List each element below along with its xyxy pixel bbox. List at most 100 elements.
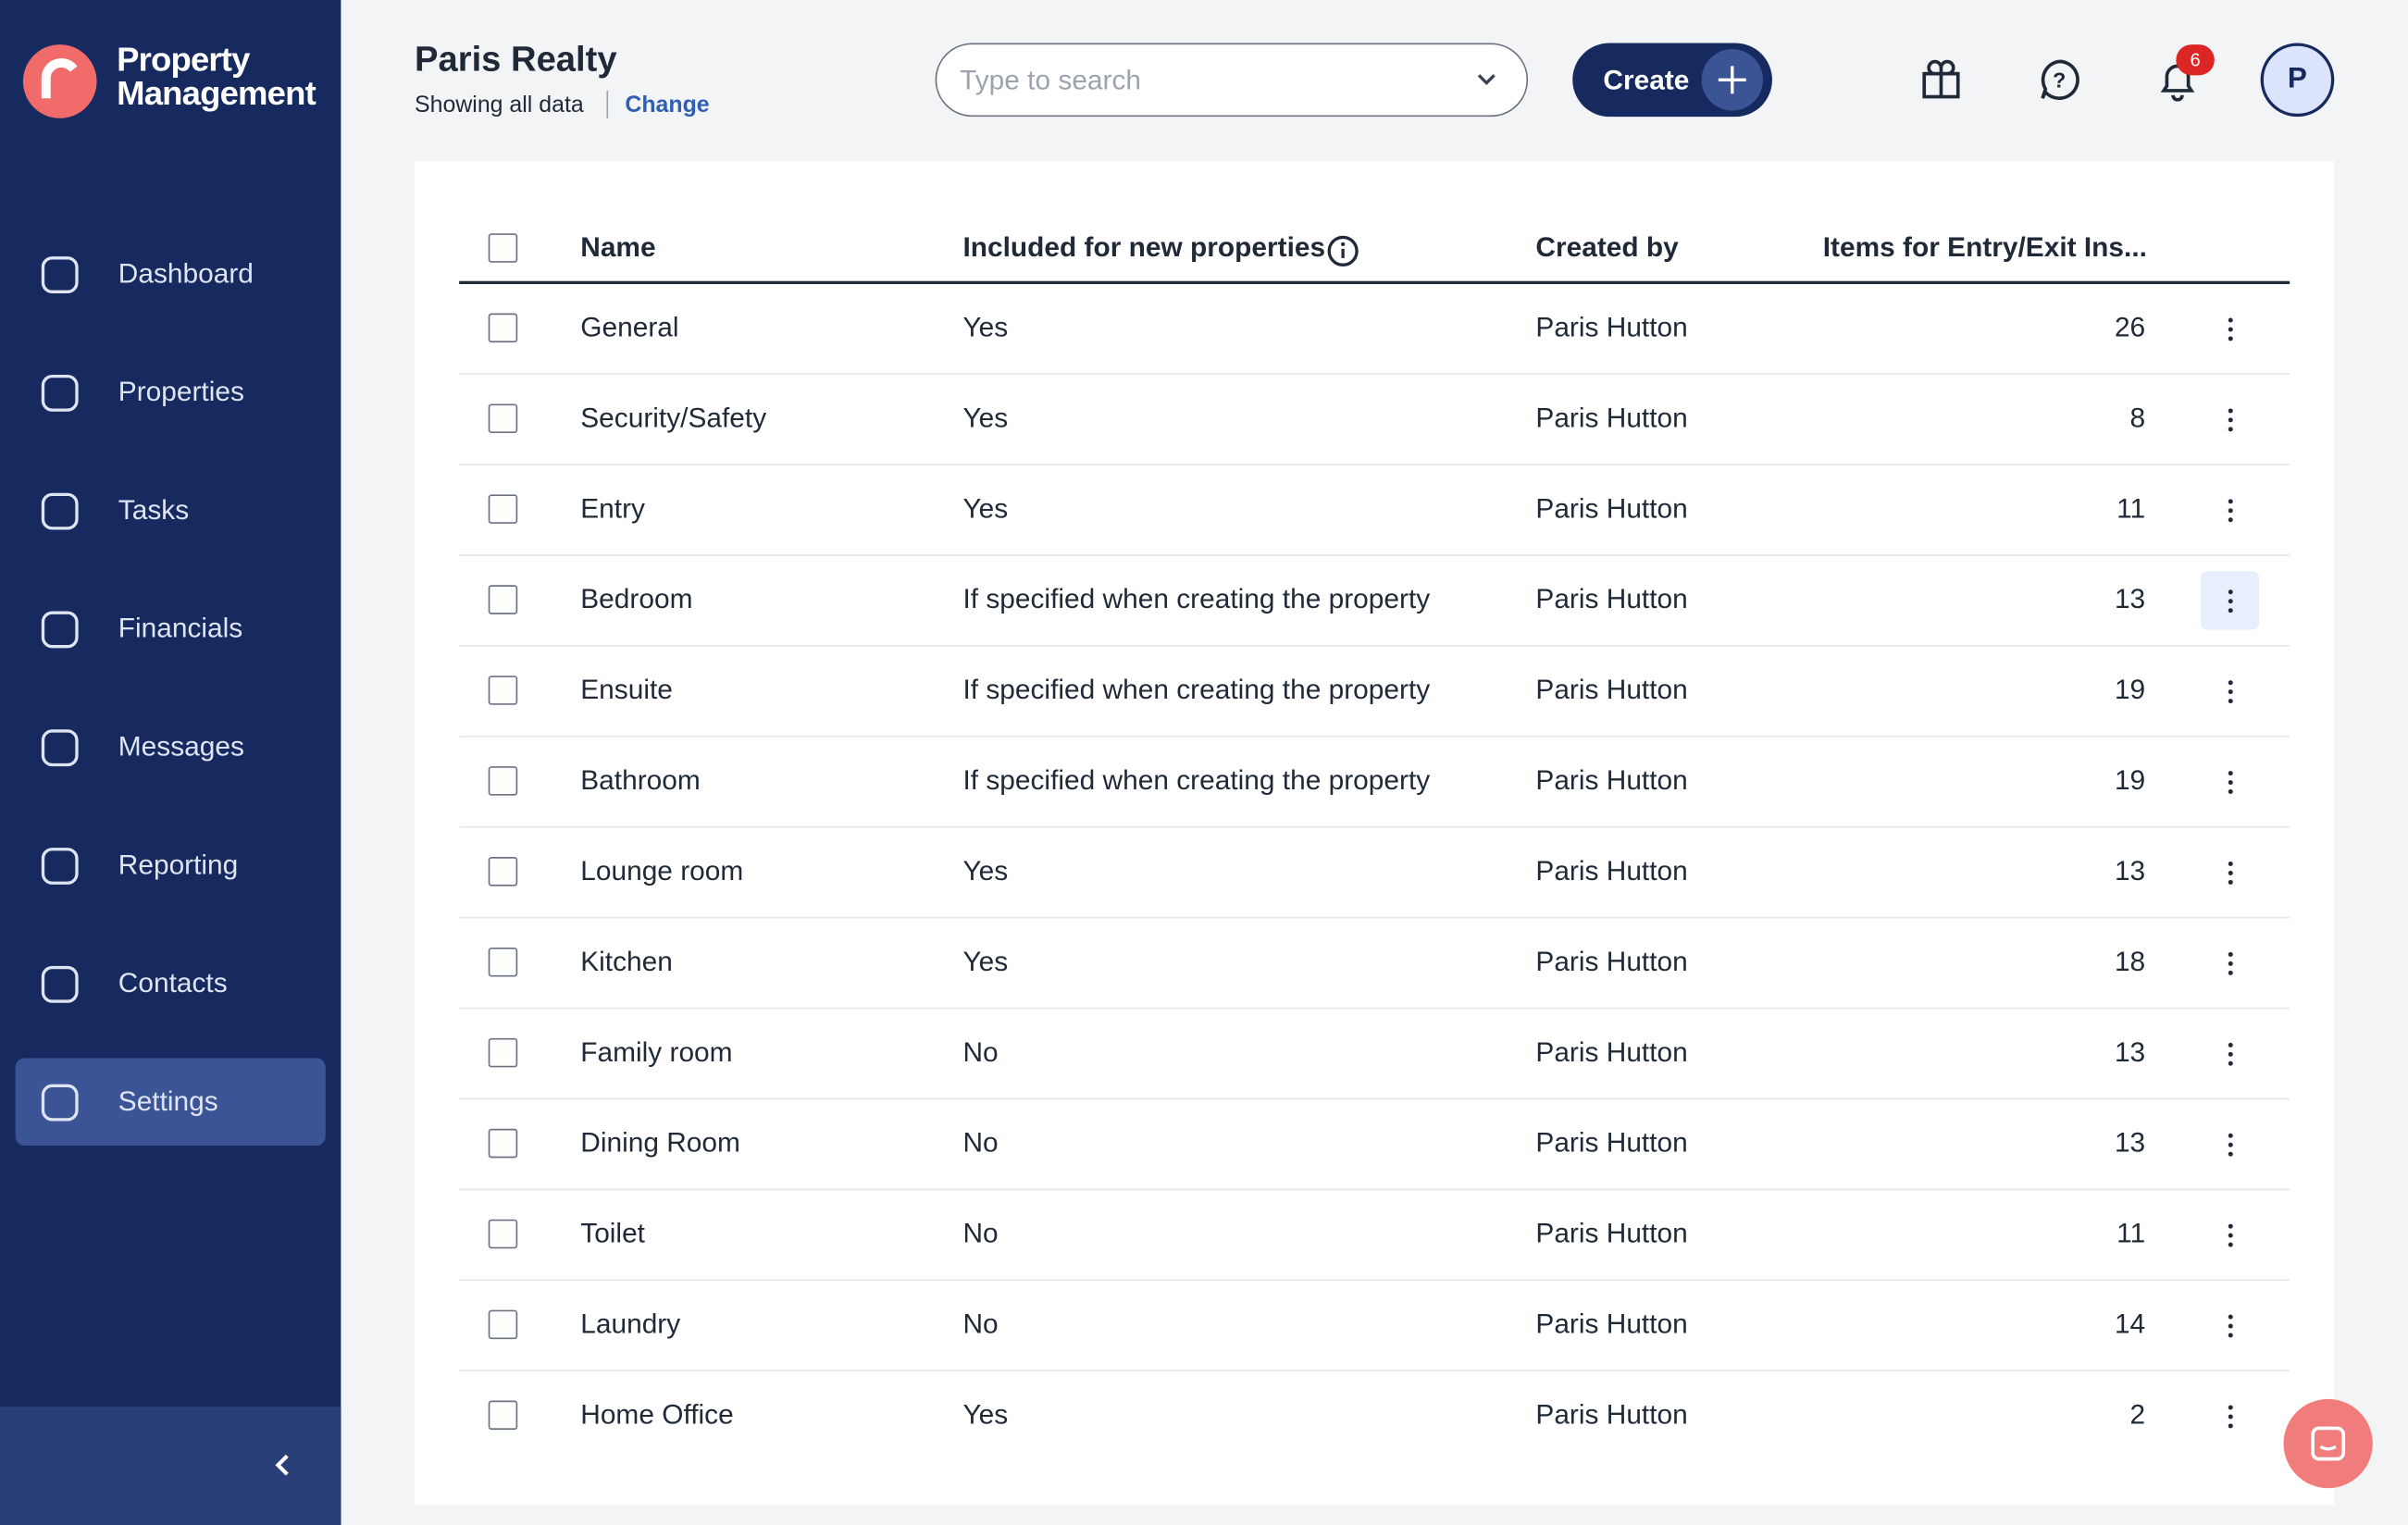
row-separator	[459, 735, 2290, 738]
row-menu[interactable]	[2201, 300, 2259, 358]
checkbox[interactable]	[488, 857, 518, 886]
row-created-by: Paris Hutton	[1535, 311, 1688, 343]
row-separator	[459, 1279, 2290, 1282]
avatar[interactable]: P	[2260, 43, 2335, 118]
nav-item[interactable]: Reporting	[16, 822, 326, 910]
column-header: Included for new properties	[962, 231, 1326, 263]
nav-label: Reporting	[118, 849, 239, 880]
column-header: Items for Entry/Exit Ins...	[1822, 231, 2147, 263]
row-menu[interactable]	[2201, 480, 2259, 539]
nav-item[interactable]: Messages	[16, 703, 326, 791]
row-created-by: Paris Hutton	[1535, 492, 1688, 524]
row-included: If specified when creating the property	[962, 764, 1431, 796]
row-created-by: Paris Hutton	[1535, 1218, 1688, 1249]
row-menu[interactable]	[2201, 1024, 2259, 1083]
row-separator	[459, 373, 2290, 375]
row-created-by: Paris Hutton	[1535, 1308, 1688, 1340]
row-included: No	[962, 1127, 999, 1159]
row-items: 13	[2114, 855, 2146, 886]
row-created-by: Paris Hutton	[1535, 1127, 1688, 1159]
checkbox[interactable]	[488, 233, 518, 263]
nav-label: Dashboard	[118, 257, 254, 290]
divider	[606, 90, 609, 118]
checkbox[interactable]	[488, 585, 518, 614]
row-included: No	[962, 1308, 999, 1340]
row-name: Laundry	[580, 1308, 681, 1340]
row-items: 13	[2114, 1127, 2146, 1159]
notification-badge: 6	[2176, 44, 2215, 76]
gift-icon[interactable]	[1919, 58, 1962, 101]
checkbox[interactable]	[488, 313, 518, 343]
checkbox[interactable]	[488, 1309, 518, 1340]
nav-label: Financials	[118, 613, 243, 644]
row-included: Yes	[962, 311, 1009, 343]
row-menu[interactable]	[2201, 1387, 2259, 1445]
row-menu[interactable]	[2201, 1296, 2259, 1355]
row-separator	[459, 1007, 2290, 1010]
checkbox[interactable]	[488, 947, 518, 977]
search-box[interactable]: Type to search	[935, 43, 1529, 118]
collapse-icon[interactable]	[270, 1453, 295, 1478]
nav-item[interactable]: Tasks	[16, 467, 326, 555]
row-separator	[459, 464, 2290, 465]
row-created-by: Paris Hutton	[1535, 855, 1688, 886]
row-separator	[459, 1097, 2290, 1100]
row-menu[interactable]	[2201, 662, 2259, 720]
nav-icon	[41, 611, 79, 649]
row-name: Family room	[580, 1036, 733, 1068]
nav-item[interactable]: Contacts	[16, 940, 326, 1028]
row-created-by: Paris Hutton	[1535, 1036, 1688, 1068]
row-name: General	[580, 311, 679, 343]
row-menu[interactable]	[2201, 752, 2259, 811]
row-separator	[459, 825, 2290, 828]
checkbox[interactable]	[488, 1128, 518, 1159]
row-menu[interactable]	[2201, 1206, 2259, 1264]
row-name: Kitchen	[580, 946, 673, 977]
nav-icon	[41, 965, 79, 1003]
checkbox[interactable]	[488, 1219, 518, 1249]
nav-label: Messages	[118, 730, 244, 762]
info-icon[interactable]	[1327, 235, 1359, 275]
row-items: 13	[2114, 583, 2146, 614]
row-included: If specified when creating the property	[962, 674, 1431, 705]
row-separator	[459, 916, 2290, 919]
checkbox[interactable]	[488, 676, 518, 705]
row-items: 14	[2114, 1308, 2146, 1340]
help-icon[interactable]: ?	[2038, 58, 2080, 101]
row-included: Yes	[962, 946, 1009, 977]
nav-label: Properties	[118, 376, 244, 407]
row-included: Yes	[962, 402, 1009, 434]
row-menu[interactable]	[2201, 934, 2259, 992]
row-name: Entry	[580, 492, 645, 524]
nav-label: Contacts	[118, 967, 228, 998]
nav-item[interactable]: Settings	[15, 1058, 326, 1147]
row-name: Lounge room	[580, 855, 744, 886]
row-menu[interactable]	[2201, 1115, 2259, 1173]
checkbox[interactable]	[488, 1400, 518, 1431]
subtitle: Showing all data	[415, 92, 584, 118]
chat-icon	[2311, 1426, 2346, 1461]
row-items: 11	[2116, 492, 2146, 524]
column-header: Created by	[1535, 231, 1679, 263]
chat-button[interactable]	[2283, 1398, 2373, 1489]
row-included: Yes	[962, 855, 1009, 886]
checkbox[interactable]	[488, 494, 518, 524]
row-name: Home Office	[580, 1398, 734, 1431]
row-separator	[459, 1188, 2290, 1191]
change-link[interactable]: Change	[625, 92, 710, 118]
checkbox[interactable]	[488, 1037, 518, 1068]
checkbox[interactable]	[488, 766, 518, 796]
nav-item[interactable]: Financials	[16, 585, 326, 673]
create-button[interactable]: Create	[1572, 43, 1772, 118]
row-menu[interactable]	[2201, 391, 2259, 449]
plus-icon	[1701, 49, 1763, 111]
collapse-bar[interactable]	[0, 1407, 341, 1525]
row-menu[interactable]	[2200, 571, 2259, 630]
nav-item[interactable]: Properties	[16, 349, 326, 437]
row-menu[interactable]	[2201, 843, 2259, 901]
row-created-by: Paris Hutton	[1535, 674, 1688, 705]
row-included: If specified when creating the property	[962, 583, 1431, 614]
checkbox[interactable]	[488, 403, 518, 434]
row-name: Dining Room	[580, 1127, 740, 1159]
nav-item[interactable]: Dashboard	[16, 230, 326, 318]
